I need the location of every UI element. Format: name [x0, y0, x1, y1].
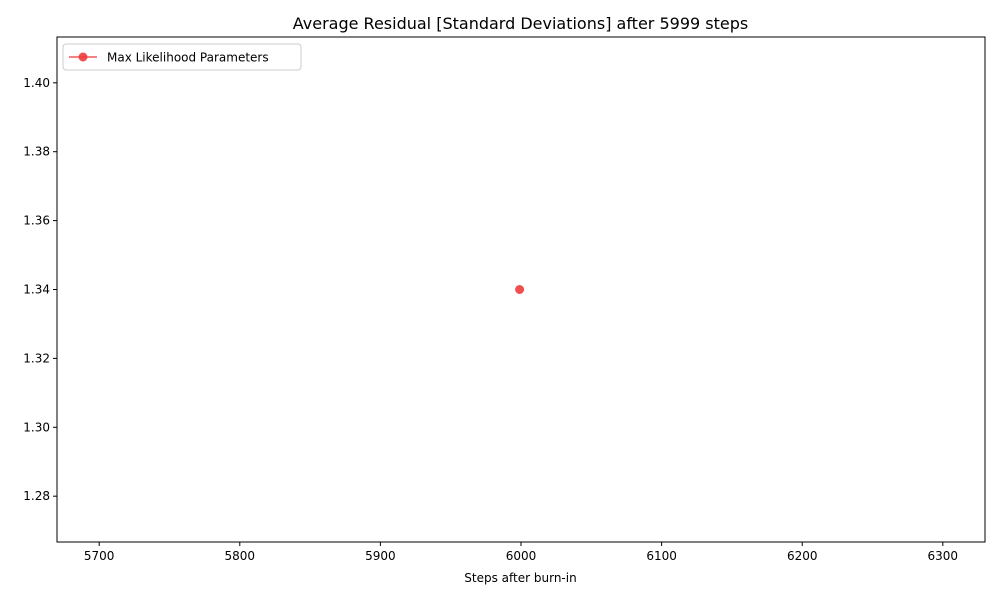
- series-layer: [515, 285, 525, 294]
- y-tick-label: 1.34: [23, 283, 50, 297]
- x-tick-label: 6000: [506, 549, 537, 563]
- x-tick-label: 6200: [787, 549, 818, 563]
- y-tick-label: 1.36: [23, 214, 50, 228]
- y-tick-label: 1.28: [23, 489, 50, 503]
- legend-box: [62, 43, 302, 71]
- x-axis-ticks: 5700 5800 5900 6000 6100 6200 6300: [84, 542, 958, 563]
- y-tick-label: 1.40: [23, 76, 50, 90]
- y-tick-label: 1.30: [23, 420, 50, 434]
- y-tick-label: 1.32: [23, 351, 50, 365]
- legend-label: Max Likelihood Parameters: [107, 51, 269, 65]
- x-tick-label: 6100: [646, 549, 677, 563]
- data-point: [515, 285, 525, 294]
- x-tick-label: 5800: [225, 549, 256, 563]
- y-tick-label: 1.38: [23, 145, 50, 159]
- x-tick-label: 5700: [84, 549, 115, 563]
- x-axis-label: Steps after burn-in: [464, 571, 576, 585]
- y-axis-ticks: 1.28 1.30 1.32 1.34 1.36 1.38 1.40: [23, 76, 57, 503]
- x-tick-label: 5900: [365, 549, 396, 563]
- legend-swatch-marker: [78, 52, 88, 62]
- legend: Max Likelihood Parameters: [62, 43, 302, 71]
- x-tick-label: 6300: [928, 549, 959, 563]
- chart-title: Average Residual [Standard Deviations] a…: [293, 14, 748, 33]
